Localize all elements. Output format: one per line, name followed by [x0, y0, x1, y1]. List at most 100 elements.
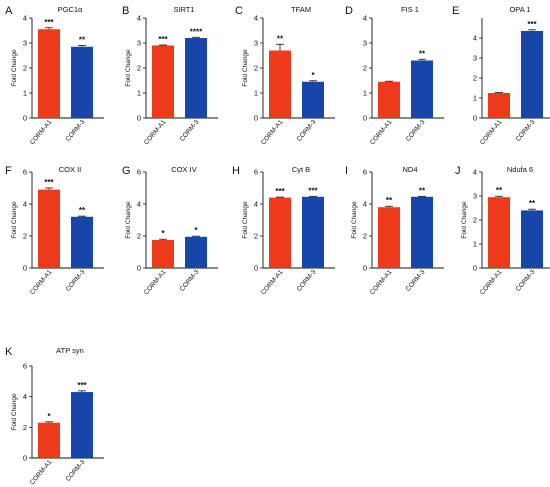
panel-title: Cyt B	[292, 165, 310, 174]
y-axis-label: Fold Change	[461, 201, 468, 239]
panel-letter: K	[5, 346, 13, 358]
x-tick-label: CORM-3	[65, 118, 87, 142]
bar	[488, 197, 510, 268]
y-tick-label: 0	[363, 264, 367, 273]
y-tick-label: 2	[254, 232, 258, 241]
y-tick-label: 0	[23, 114, 27, 123]
x-tick-label: CORM-3	[65, 458, 87, 482]
bar	[38, 189, 60, 268]
y-tick-label: 0	[254, 264, 258, 273]
y-tick-label: 4	[23, 14, 27, 23]
y-tick-label: 3	[473, 192, 477, 201]
significance-label: *	[311, 71, 315, 80]
y-axis-label: Fold Change	[11, 393, 18, 431]
significance-label: **	[79, 36, 86, 45]
x-tick-label: CORM-3	[405, 118, 427, 142]
panel-letter: F	[5, 165, 12, 177]
panel-title: PGC1α	[58, 5, 83, 14]
y-tick-label: 0	[363, 114, 367, 123]
bar	[38, 422, 60, 458]
y-axis-label: Fold Change	[242, 49, 249, 87]
y-tick-label: 6	[254, 168, 258, 177]
bar	[38, 29, 60, 118]
panel-letter: A	[5, 5, 13, 17]
panel-letter: H	[232, 165, 240, 177]
x-tick-label: CORM-A1	[143, 268, 168, 296]
panel-title: SIRT1	[173, 5, 194, 14]
y-tick-label: 2	[23, 423, 27, 432]
panel-letter: B	[122, 5, 129, 17]
y-tick-label: 3	[254, 39, 258, 48]
y-tick-label: 6	[23, 168, 27, 177]
x-tick-label: CORM-3	[296, 268, 318, 292]
y-tick-label: 3	[363, 39, 367, 48]
bar	[185, 38, 207, 118]
y-axis-label: Fold Change	[11, 201, 18, 239]
y-tick-label: 6	[23, 362, 27, 371]
panel-j: J Ndufa 6 0 1 2 3 4 Fold Change ** CORM-A1 ** CORM-…	[455, 165, 550, 296]
y-tick-label: 4	[254, 200, 258, 209]
y-axis-label: Fold Change	[351, 201, 358, 239]
bar	[185, 236, 207, 268]
panel-title: TFAM	[291, 5, 311, 14]
y-tick-label: 2	[473, 216, 477, 225]
panel-i: I ND4 0 2 4 6 Fold Change ** CORM-A1 ** CORM-3	[345, 165, 444, 296]
panel-letter: E	[452, 5, 459, 17]
panel-k: K ATP syn 0 2 4 6 Fold Change * CORM-A1 *** CORM-3	[5, 346, 104, 486]
y-tick-label: 1	[254, 89, 258, 98]
bar	[302, 81, 324, 118]
significance-label: **	[496, 186, 503, 195]
x-tick-label: CORM-A1	[29, 268, 54, 296]
y-tick-label: 3	[23, 39, 27, 48]
significance-label: **	[419, 186, 426, 195]
panel-title: OPA 1	[509, 5, 530, 14]
y-tick-label: 3	[473, 54, 477, 63]
bar	[71, 216, 93, 268]
bar	[521, 210, 543, 268]
y-tick-label: 1	[137, 89, 141, 98]
x-tick-label: CORM-A1	[29, 458, 54, 486]
y-axis-label: Fold Change	[11, 49, 18, 87]
panel-c: C TFAM 0 1 2 3 4 Fold Change ** CORM-A1 * CORM-3	[235, 5, 335, 146]
x-tick-label: CORM-3	[405, 268, 427, 292]
significance-label: **	[529, 199, 536, 208]
bar	[411, 60, 433, 118]
significance-label: **	[386, 196, 393, 205]
y-tick-label: 0	[473, 264, 477, 273]
panel-g: G COX IV 0 2 4 6 Fold Change * CORM-A1 * CORM-3	[122, 165, 218, 296]
y-tick-label: 1	[473, 94, 477, 103]
x-tick-label: CORM-A1	[369, 268, 394, 296]
significance-label: **	[419, 49, 426, 58]
bar	[378, 207, 400, 268]
panel-title: COX II	[59, 165, 82, 174]
x-tick-label: CORM-3	[296, 118, 318, 142]
significance-label: **	[277, 34, 284, 43]
panel-f: F COX II 0 2 4 6 Fold Change *** CORM-A1 ** CORM-3	[5, 165, 104, 296]
significance-label: ***	[77, 381, 87, 390]
x-tick-label: CORM-3	[179, 268, 201, 292]
y-tick-label: 2	[363, 232, 367, 241]
y-axis-label: Fold Change	[125, 201, 132, 239]
panel-title: COX IV	[171, 165, 196, 174]
x-tick-label: CORM-3	[65, 268, 87, 292]
y-tick-label: 0	[137, 114, 141, 123]
panel-title: ND4	[402, 165, 417, 174]
x-tick-label: CORM-3	[179, 118, 201, 142]
y-tick-label: 2	[23, 64, 27, 73]
significance-label: *	[161, 229, 165, 238]
significance-label: ***	[44, 178, 54, 187]
y-tick-label: 4	[23, 200, 27, 209]
x-tick-label: CORM-A1	[260, 118, 285, 146]
panel-title: Ndufa 6	[507, 165, 533, 174]
panel-letter: I	[345, 165, 348, 177]
x-tick-label: CORM-A1	[143, 118, 168, 146]
y-tick-label: 0	[254, 114, 258, 123]
y-axis-label: Fold Change	[242, 201, 249, 239]
panel-letter: J	[455, 165, 461, 177]
y-tick-label: 2	[254, 64, 258, 73]
significance-label: ****	[190, 27, 203, 36]
x-tick-label: CORM-A1	[479, 268, 504, 296]
y-tick-label: 2	[137, 64, 141, 73]
y-tick-label: 0	[473, 114, 477, 123]
